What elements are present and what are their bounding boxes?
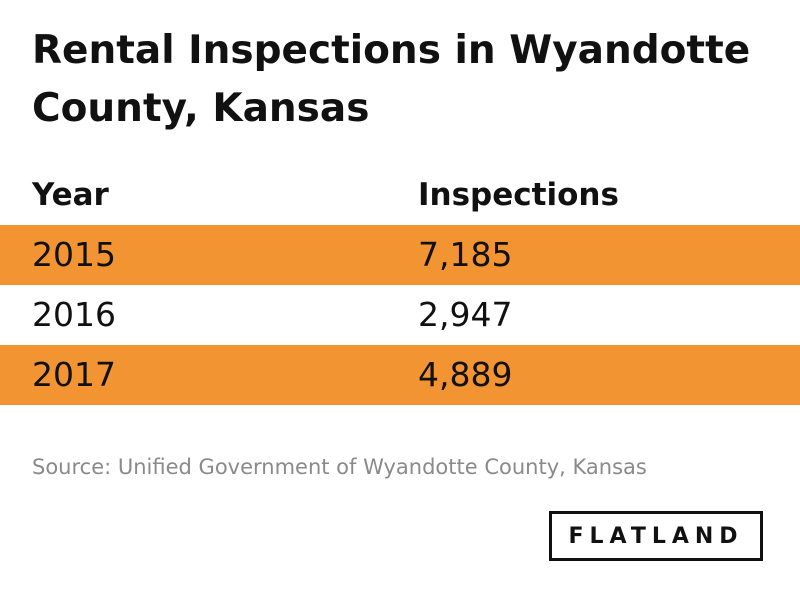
chart-title: Rental Inspections in Wyandotte County, … xyxy=(32,28,751,131)
inspections-table: Year Inspections 2015 7,185 2016 2,947 2… xyxy=(0,165,800,405)
source-note: Source: Unified Government of Wyandotte … xyxy=(32,455,647,479)
year-cell: 2017 xyxy=(32,355,116,394)
table-header-row: Year Inspections xyxy=(0,165,800,225)
table-row-2016: 2016 2,947 xyxy=(0,285,800,345)
table-row-2017: 2017 4,889 xyxy=(0,345,800,405)
column-header-inspections: Inspections xyxy=(418,177,619,213)
year-cell: 2016 xyxy=(32,295,116,334)
column-header-year: Year xyxy=(32,177,109,213)
inspections-cell: 7,185 xyxy=(418,235,513,274)
flatland-logo: FLATLAND xyxy=(549,511,763,561)
inspections-cell: 4,889 xyxy=(418,355,513,394)
year-cell: 2015 xyxy=(32,235,116,274)
inspections-cell: 2,947 xyxy=(418,295,513,334)
table-row-2015: 2015 7,185 xyxy=(0,225,800,285)
